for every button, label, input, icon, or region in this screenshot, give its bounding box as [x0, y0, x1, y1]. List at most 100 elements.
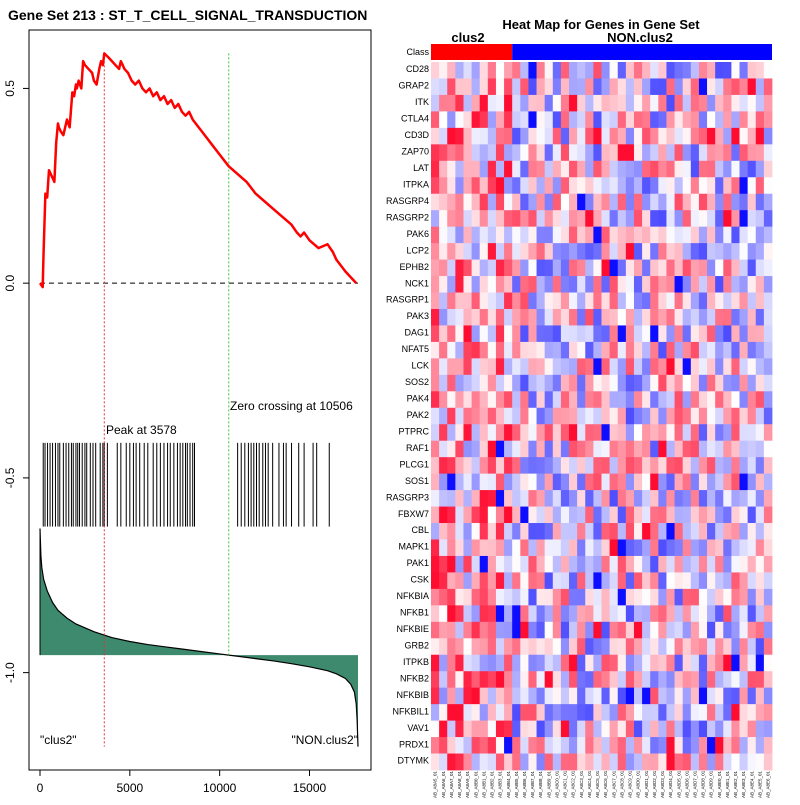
- heat-cell: [625, 160, 635, 178]
- heat-cell: [763, 78, 773, 96]
- heat-cell: [650, 523, 659, 540]
- heat-cell: [723, 374, 732, 392]
- heat-cell: [723, 127, 732, 145]
- column-label: AB_A8C2_01: [571, 770, 576, 798]
- peak-label: Peak at 3578: [106, 423, 177, 437]
- heat-cell: [479, 737, 489, 754]
- heat-cell: [431, 671, 440, 689]
- heat-cell: [495, 687, 505, 705]
- heat-cell: [471, 374, 481, 392]
- heat-cell: [666, 539, 675, 557]
- heat-cell: [609, 160, 619, 178]
- heat-cell: [747, 638, 757, 656]
- heat-cell: [552, 671, 562, 689]
- heat-cell: [593, 226, 602, 244]
- heat-cell: [463, 226, 472, 244]
- heat-cell: [633, 243, 643, 260]
- heat-cell: [747, 62, 757, 79]
- heat-cell: [569, 621, 578, 639]
- heat-cell: [471, 440, 481, 458]
- heat-cell: [536, 440, 546, 458]
- heat-cell: [560, 292, 570, 310]
- heat-cell: [487, 753, 497, 771]
- heat-cell: [520, 78, 529, 96]
- heat-cell: [479, 704, 489, 722]
- heat-cell: [471, 308, 481, 326]
- heat-cell: [463, 62, 472, 79]
- heat-cell: [763, 424, 773, 442]
- heat-cell: [625, 555, 635, 573]
- heat-cell: [447, 539, 456, 557]
- heat-cell: [690, 572, 700, 590]
- heat-cell: [642, 160, 651, 178]
- heat-cell: [747, 621, 757, 639]
- heat-cell: [577, 144, 586, 162]
- heat-cell: [650, 358, 659, 376]
- heat-cell: [512, 720, 521, 738]
- heat-cell: [552, 704, 562, 722]
- heat-cell: [455, 506, 464, 524]
- row-label-rasgrp2: RASGRP2: [386, 212, 429, 222]
- heat-cell: [471, 259, 481, 277]
- heat-cell: [715, 720, 724, 738]
- column-label: AB_A8E0_01: [717, 770, 722, 798]
- heat-cell: [463, 325, 472, 343]
- heat-cell: [528, 111, 537, 129]
- heat-cell: [536, 737, 546, 754]
- heat-cell: [487, 111, 497, 129]
- heat-cell: [747, 424, 757, 442]
- heat-cell: [658, 160, 667, 178]
- heat-cell: [617, 358, 627, 376]
- heat-cell: [463, 341, 472, 359]
- heat-cell: [698, 457, 708, 475]
- heat-cell: [739, 523, 749, 540]
- heat-cell: [528, 210, 537, 228]
- heat-cell: [650, 243, 659, 260]
- heat-cell: [601, 671, 611, 689]
- heat-cell: [528, 144, 537, 162]
- heat-cell: [715, 144, 724, 162]
- heat-cell: [625, 457, 635, 475]
- heat-cell: [625, 308, 635, 326]
- heat-cell: [447, 144, 456, 162]
- heat-cell: [487, 473, 497, 491]
- heat-cell: [707, 523, 716, 540]
- heat-cell: [739, 391, 749, 409]
- heat-cell: [731, 440, 740, 458]
- heat-cell: [512, 78, 521, 96]
- row-label-grb2: GRB2: [404, 640, 429, 650]
- heat-cell: [739, 210, 749, 228]
- heat-cell: [504, 127, 513, 145]
- heat-cell: [601, 490, 611, 507]
- heat-cell: [439, 226, 448, 244]
- heat-cell: [723, 78, 732, 96]
- heat-cell: [601, 292, 611, 310]
- zero-crossing-label: Zero crossing at 10506: [230, 399, 353, 413]
- heat-cell: [447, 440, 456, 458]
- heat-cell: [479, 94, 489, 112]
- heat-cell: [601, 144, 611, 162]
- heat-cell: [463, 276, 472, 293]
- heat-cell: [569, 111, 578, 129]
- heat-cell: [690, 160, 700, 178]
- heat-cell: [463, 177, 472, 195]
- heat-cell: [552, 391, 562, 409]
- heat-cell: [577, 473, 586, 491]
- heat-cell: [707, 671, 716, 689]
- heat-cell: [528, 720, 537, 738]
- heat-cell: [463, 374, 472, 392]
- heat-cell: [569, 308, 578, 326]
- heat-cell: [633, 704, 643, 722]
- heat-cell: [593, 62, 602, 79]
- heat-cell: [577, 374, 586, 392]
- heat-cell: [698, 144, 708, 162]
- class-name-clus2: clus2: [451, 30, 484, 45]
- heat-cell: [544, 127, 554, 145]
- heat-cell: [723, 687, 732, 705]
- heat-cell: [690, 473, 700, 491]
- heat-cell: [471, 720, 481, 738]
- heat-cell: [577, 523, 586, 540]
- heat-cell: [569, 440, 578, 458]
- heat-cell: [666, 572, 675, 590]
- heat-cell: [585, 572, 594, 590]
